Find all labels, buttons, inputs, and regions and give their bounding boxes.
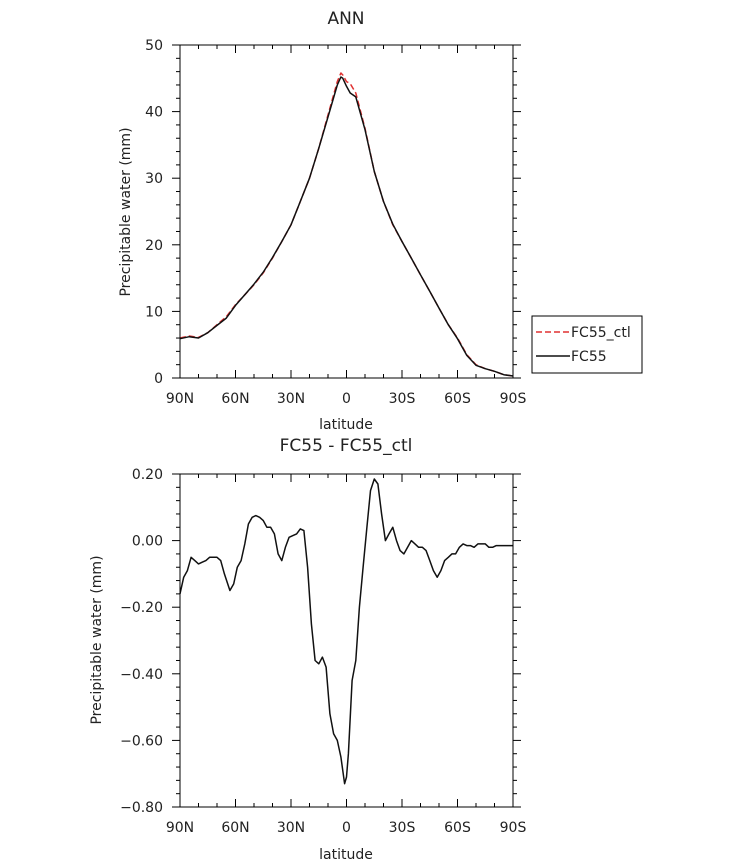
top-ticks bbox=[172, 44, 521, 379]
top-series-line-0 bbox=[179, 72, 514, 377]
bottom-xtick-label: 90N bbox=[166, 820, 194, 836]
bottom-xtick-label: 60N bbox=[221, 820, 249, 836]
top-ytick-label: 20 bbox=[145, 238, 163, 254]
bottom-ylabel: Precipitable water (mm) bbox=[89, 555, 105, 724]
bottom-ytick-label: 0.20 bbox=[132, 467, 163, 483]
top-xlabel: latitude bbox=[319, 417, 373, 433]
top-ylabel: Precipitable water (mm) bbox=[118, 127, 134, 296]
bottom-xtick-label: 0 bbox=[342, 820, 351, 836]
bottom-plot-area bbox=[179, 478, 513, 785]
legend-box bbox=[531, 315, 643, 374]
bottom-ytick-label: −0.60 bbox=[120, 733, 163, 749]
bottom-xtick-label: 60S bbox=[444, 820, 471, 836]
top-panel: ANN 90N 60N 30N 0 30S 60S 90S 0 10 20 30 40 50 latit… bbox=[118, 9, 643, 433]
top-plot-area bbox=[179, 72, 514, 377]
bottom-title: FC55 - FC55_ctl bbox=[280, 436, 413, 456]
top-xtick-label: 60S bbox=[444, 391, 471, 407]
top-ytick-label: 30 bbox=[145, 171, 163, 187]
legend: FC55_ctl FC55 bbox=[531, 315, 643, 374]
top-xtick-label: 30N bbox=[277, 391, 305, 407]
bottom-ticks bbox=[172, 473, 521, 808]
top-xtick-label: 60N bbox=[221, 391, 249, 407]
top-xtick-label: 90N bbox=[166, 391, 194, 407]
top-xtick-label: 90S bbox=[500, 391, 527, 407]
top-series-line-1 bbox=[179, 76, 514, 377]
bottom-ytick-label: −0.80 bbox=[120, 800, 163, 816]
top-ytick-label: 10 bbox=[145, 304, 163, 320]
top-ytick-label: 50 bbox=[145, 38, 163, 54]
top-ytick-label: 0 bbox=[154, 371, 163, 387]
bottom-tick-labels: 90N 60N 30N 0 30S 60S 90S −0.80 −0.60 −0.40 −0.20 0… bbox=[120, 467, 526, 836]
top-title: ANN bbox=[327, 9, 364, 29]
legend-label-fc55-ctl: FC55_ctl bbox=[571, 325, 631, 341]
bottom-ytick-label: −0.20 bbox=[120, 600, 163, 616]
bottom-plot-frame bbox=[179, 473, 514, 808]
bottom-ytick-label: 0.00 bbox=[132, 534, 163, 550]
bottom-series-line-0 bbox=[179, 478, 513, 785]
bottom-ytick-label: −0.40 bbox=[120, 667, 163, 683]
legend-label-fc55: FC55 bbox=[571, 349, 607, 365]
top-xtick-label: 0 bbox=[342, 391, 351, 407]
top-ytick-label: 40 bbox=[145, 105, 163, 121]
top-tick-labels: 90N 60N 30N 0 30S 60S 90S 0 10 20 30 40 50 bbox=[145, 38, 526, 407]
bottom-xtick-label: 90S bbox=[500, 820, 527, 836]
bottom-xtick-label: 30S bbox=[389, 820, 416, 836]
top-plot-frame bbox=[179, 44, 514, 379]
bottom-xlabel: latitude bbox=[319, 847, 373, 863]
bottom-panel: FC55 - FC55_ctl 90N 60N 30N 0 30S 60S 90S −0.80… bbox=[89, 436, 526, 863]
top-xtick-label: 30S bbox=[389, 391, 416, 407]
bottom-xtick-label: 30N bbox=[277, 820, 305, 836]
